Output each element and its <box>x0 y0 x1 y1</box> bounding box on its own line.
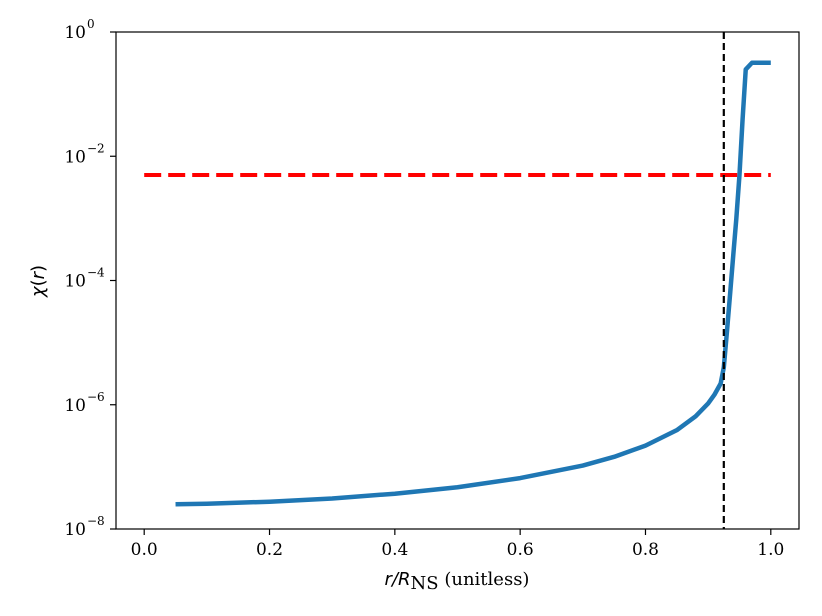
x-tick-label: 1.0 <box>757 540 784 560</box>
x-label-R: R <box>398 569 411 590</box>
x-label-var: r <box>385 569 394 590</box>
y-tick-label: 10 <box>64 147 86 167</box>
plot-frame <box>115 31 800 530</box>
y-label-chi: χ <box>28 285 49 298</box>
y-label-close: ) <box>28 265 49 272</box>
x-label-sub: NS <box>411 573 439 594</box>
y-tick-exponent: −4 <box>87 266 105 280</box>
x-tick-label: 0.4 <box>381 540 408 560</box>
x-tick-label: 0.0 <box>131 540 158 560</box>
y-label-var: r <box>28 270 49 279</box>
x-tick-label: 0.2 <box>256 540 283 560</box>
y-tick-exponent: −6 <box>87 390 105 404</box>
x-axis-ticks: 0.0 0.2 0.4 0.6 0.8 1.0 <box>131 529 784 560</box>
y-tick-exponent: −8 <box>87 514 105 528</box>
y-axis-label: χ(r) <box>28 265 49 298</box>
y-label-open: ( <box>28 279 49 286</box>
series-line-solid <box>175 60 771 507</box>
x-tick-label: 0.6 <box>507 540 534 560</box>
x-label-slash: / <box>390 569 400 590</box>
x-tick-label: 0.8 <box>632 540 659 560</box>
series-layer <box>144 60 771 507</box>
y-tick-label: 10 <box>64 23 86 43</box>
x-label-unit: (unitless) <box>439 569 530 590</box>
x-axis-label: r/RNS (unitless) <box>385 569 530 594</box>
y-tick-label: 10 <box>64 520 86 540</box>
y-tick-label: 10 <box>64 396 86 416</box>
y-tick-exponent: −2 <box>87 141 105 155</box>
y-tick-label: 10 <box>64 272 86 292</box>
y-tick-exponent: 0 <box>87 17 95 31</box>
